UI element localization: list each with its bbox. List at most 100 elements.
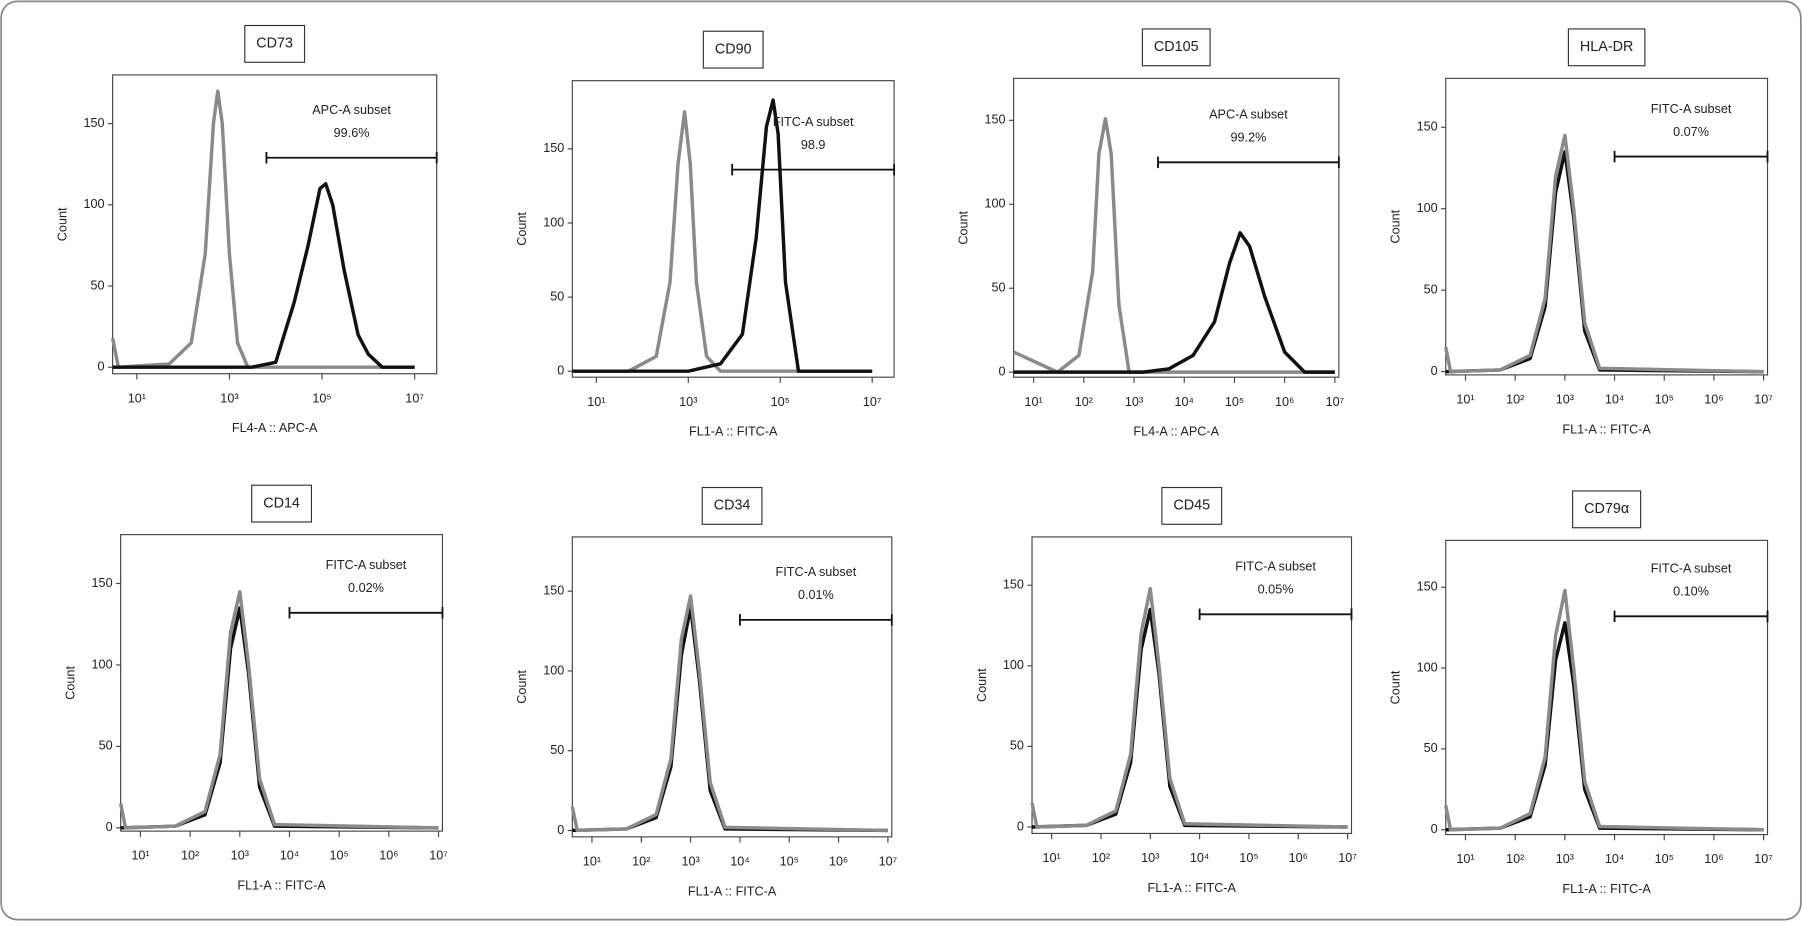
- y-tick-label: 0: [557, 823, 564, 837]
- x-tick-label: 10⁴: [1175, 395, 1194, 409]
- histogram-curve: [112, 182, 415, 369]
- plot-frame: [1445, 77, 1769, 376]
- y-tick-label: 50: [1424, 741, 1438, 755]
- x-axis-label: FL1-A :: FITC-A: [237, 879, 326, 893]
- panel-title: CD79α: [1584, 501, 1629, 517]
- y-tick-label: 0: [98, 360, 105, 374]
- plot-frame: [1013, 77, 1340, 378]
- y-axis-label: Count: [975, 668, 989, 702]
- y-axis-label: Count: [1389, 670, 1403, 704]
- y-tick-label: 150: [543, 141, 564, 155]
- x-tick-label: 10²: [1506, 393, 1524, 407]
- x-tick-label: 10⁶: [1275, 395, 1294, 409]
- x-axis-label: FL1-A :: FITC-A: [1562, 882, 1651, 896]
- y-tick-label: 0: [1431, 822, 1438, 836]
- y-tick-label: 100: [1003, 658, 1024, 672]
- y-tick-label: 50: [91, 278, 105, 292]
- histogram-curve: [1013, 231, 1335, 374]
- x-tick-label: 10¹: [583, 855, 601, 869]
- y-tick-label: 50: [1424, 283, 1438, 297]
- x-tick-label: 10⁵: [330, 849, 349, 863]
- x-tick-label: 10²: [1092, 851, 1110, 865]
- panel-title-box: [1572, 490, 1642, 529]
- x-tick-label: 10³: [231, 849, 249, 863]
- y-tick-label: 150: [543, 584, 564, 598]
- x-tick-label: 10¹: [1456, 852, 1474, 866]
- y-tick-label: 0: [999, 364, 1006, 378]
- y-tick-label: 0: [1017, 819, 1024, 833]
- panel-title: CD90: [715, 41, 752, 57]
- x-tick-label: 10²: [1075, 395, 1093, 409]
- gate-name: FITC-A subset: [1651, 102, 1732, 116]
- x-tick-label: 10³: [220, 391, 238, 405]
- panel-title: CD73: [256, 36, 293, 52]
- panel-title-box: [701, 486, 763, 525]
- y-tick-label: 50: [550, 289, 564, 303]
- gate-percent: 0.05%: [1258, 582, 1294, 596]
- y-axis-label: Count: [957, 210, 971, 244]
- gate-percent: 98.9: [801, 138, 826, 152]
- y-tick-label: 50: [99, 739, 113, 753]
- x-tick-label: 10³: [681, 855, 699, 869]
- histogram-curve: [110, 89, 415, 369]
- x-tick-label: 10³: [1556, 393, 1574, 407]
- x-tick-label: 10⁷: [1754, 852, 1773, 866]
- y-axis-label: Count: [1389, 209, 1403, 243]
- plot-frame: [112, 74, 438, 375]
- histogram-curve: [1444, 133, 1764, 374]
- x-tick-label: 10⁴: [1605, 852, 1624, 866]
- histogram-curve: [118, 589, 439, 830]
- y-tick-label: 150: [1003, 578, 1024, 592]
- x-tick-label: 10⁶: [379, 849, 398, 863]
- y-tick-label: 150: [84, 116, 105, 130]
- x-tick-label: 10¹: [1456, 393, 1474, 407]
- x-tick-label: 10³: [1141, 851, 1159, 865]
- x-tick-label: 10⁴: [1190, 851, 1209, 865]
- x-tick-label: 10⁷: [863, 395, 882, 409]
- y-tick-label: 150: [92, 576, 113, 590]
- x-axis-label: FL1-A :: FITC-A: [689, 425, 778, 439]
- y-tick-label: 100: [84, 197, 105, 211]
- panel-title-box: [1161, 486, 1223, 525]
- histogram-curve: [1030, 586, 1348, 829]
- gate-name: FITC-A subset: [1235, 559, 1316, 573]
- y-tick-label: 50: [992, 281, 1006, 295]
- gate-name: FITC-A subset: [773, 115, 854, 129]
- y-tick-label: 50: [1010, 739, 1024, 753]
- y-axis-label: Count: [56, 207, 70, 241]
- y-tick-label: 150: [1417, 120, 1438, 134]
- x-tick-label: 10⁷: [1338, 851, 1357, 865]
- y-tick-label: 0: [557, 364, 564, 378]
- gate-name: FITC-A subset: [326, 558, 407, 572]
- gate-percent: 99.2%: [1231, 131, 1267, 145]
- panel-title-box: [244, 24, 306, 63]
- gate-name: APC-A subset: [312, 103, 391, 117]
- panel-title-box: [1567, 28, 1646, 67]
- x-tick-label: 10⁷: [1754, 393, 1773, 407]
- x-tick-label: 10²: [181, 849, 199, 863]
- x-axis-label: FL1-A :: FITC-A: [1562, 422, 1651, 436]
- y-tick-label: 0: [1431, 364, 1438, 378]
- x-tick-label: 10³: [679, 395, 697, 409]
- x-axis-label: FL1-A :: FITC-A: [688, 884, 777, 898]
- x-tick-label: 10⁵: [1225, 395, 1244, 409]
- x-tick-label: 10¹: [1043, 851, 1061, 865]
- gate-percent: 99.6%: [334, 126, 370, 140]
- x-tick-label: 10³: [1125, 395, 1143, 409]
- gate-percent: 0.07%: [1673, 125, 1709, 139]
- gate-name: FITC-A subset: [776, 565, 857, 579]
- x-tick-label: 10⁵: [1655, 852, 1674, 866]
- x-tick-label: 10⁷: [405, 391, 424, 405]
- x-tick-label: 10⁴: [730, 855, 749, 869]
- x-tick-label: 10¹: [131, 849, 149, 863]
- histogram-curve: [570, 594, 888, 833]
- x-tick-label: 10⁴: [280, 849, 299, 863]
- x-tick-label: 10⁷: [879, 855, 898, 869]
- gate-percent: 0.01%: [798, 588, 834, 602]
- x-tick-label: 10⁵: [1655, 393, 1674, 407]
- y-tick-label: 100: [985, 197, 1006, 211]
- plot-frame: [571, 80, 895, 378]
- x-axis-label: FL4-A :: APC-A: [232, 421, 318, 435]
- plot-frame: [1031, 536, 1353, 835]
